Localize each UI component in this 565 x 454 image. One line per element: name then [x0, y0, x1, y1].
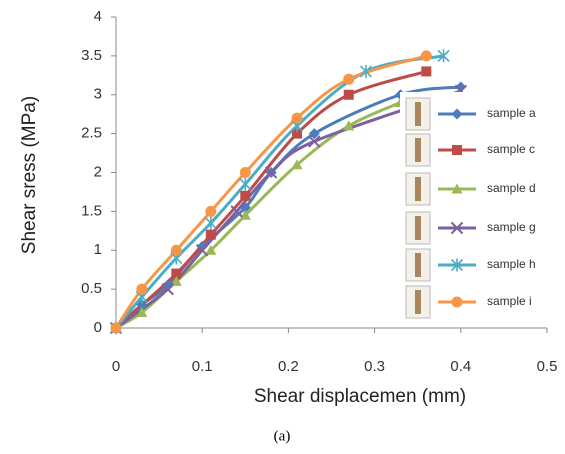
marker [170, 244, 182, 256]
legend-thumbnail-sample [415, 102, 421, 126]
marker [196, 240, 208, 252]
y-tick-label: 0.5 [81, 280, 102, 297]
y-tick-label: 0 [94, 319, 102, 336]
marker [230, 205, 243, 218]
marker [205, 244, 217, 255]
marker [171, 268, 182, 279]
legend-thumbnail-sample [415, 177, 421, 201]
legend-thumbnail-sample [415, 216, 421, 240]
legend-label: sample i [487, 294, 532, 308]
marker [452, 145, 462, 155]
marker [136, 299, 148, 311]
marker [291, 159, 303, 170]
y-tick-label: 3 [94, 86, 102, 103]
x-tick-label: 0.1 [192, 358, 213, 375]
x-tick-label: 0.4 [450, 358, 471, 375]
legend-label: sample h [487, 257, 536, 271]
y-tick-label: 3.5 [81, 47, 102, 64]
legend-thumbnail-sample [415, 253, 421, 277]
marker [291, 112, 303, 124]
marker [162, 279, 174, 291]
x-tick-label: 0.5 [537, 358, 558, 375]
x-tick-label: 0.2 [278, 358, 299, 375]
marker [136, 283, 148, 295]
marker [205, 229, 216, 240]
legend-label: sample a [487, 106, 536, 120]
marker [239, 177, 252, 191]
marker [110, 322, 122, 334]
x-axis-title: Shear displacemen (mm) [254, 386, 466, 407]
marker [421, 66, 432, 77]
marker [205, 205, 217, 217]
marker [239, 201, 251, 213]
caption: (a) [274, 428, 291, 444]
marker [343, 73, 355, 85]
y-tick-label: 4 [94, 8, 102, 25]
marker [308, 128, 320, 140]
marker [455, 81, 467, 93]
marker [136, 306, 148, 317]
marker [170, 275, 182, 286]
y-tick-label: 2.5 [81, 125, 102, 142]
marker [239, 209, 251, 220]
marker [264, 166, 278, 179]
marker [161, 282, 174, 296]
marker [420, 50, 432, 62]
marker [451, 108, 463, 120]
marker [292, 128, 303, 139]
y-axis-title: Shear sress (MPa) [19, 96, 40, 254]
marker [343, 89, 354, 100]
x-tick-label: 0 [112, 358, 120, 375]
y-tick-label: 2 [94, 163, 102, 180]
marker [451, 183, 463, 194]
marker [308, 135, 321, 148]
marker [204, 216, 217, 230]
legend: sample a sample c sample d sample g sample h… [400, 92, 560, 322]
marker [359, 64, 373, 78]
marker [450, 221, 464, 235]
marker [343, 120, 355, 131]
x-tick-label: 0.3 [364, 358, 385, 375]
legend-label: sample g [487, 220, 536, 234]
marker [195, 244, 209, 257]
legend-thumbnail-sample [415, 138, 421, 162]
marker [450, 258, 464, 272]
legend-label: sample c [487, 142, 535, 156]
marker [451, 296, 463, 308]
y-tick-label: 1.5 [81, 202, 102, 219]
y-tick-label: 1 [94, 241, 102, 258]
legend-thumbnail-sample [415, 290, 421, 314]
marker [239, 167, 251, 178]
marker [437, 49, 450, 63]
legend-label: sample d [487, 181, 536, 195]
marker [240, 190, 251, 201]
